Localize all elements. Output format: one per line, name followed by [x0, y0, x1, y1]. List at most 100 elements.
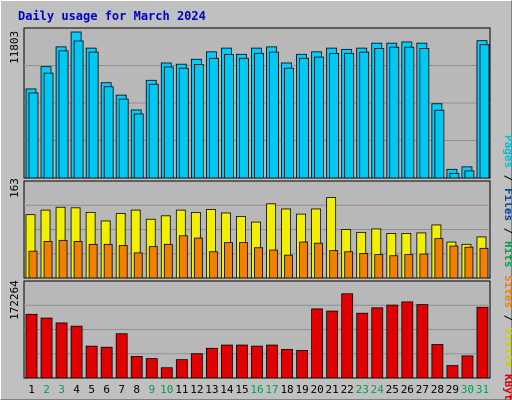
x-tick-label: 27	[416, 383, 429, 396]
sites-bar	[208, 251, 218, 279]
sites-bar	[269, 249, 278, 279]
legend-visits: Visits	[502, 328, 512, 368]
files-bar	[359, 51, 370, 179]
sites-bar	[464, 246, 474, 279]
sites-bar	[28, 250, 38, 279]
legend-top: Pages / Files / Hits	[502, 135, 512, 268]
kbytes-bar	[416, 304, 429, 379]
kbytes-bar	[326, 310, 339, 379]
sites-bar	[404, 254, 414, 279]
files-bar	[299, 57, 309, 179]
files-bar	[224, 54, 234, 179]
files-bar	[329, 52, 340, 179]
sites-bar	[239, 242, 248, 279]
kbytes-bar	[55, 322, 68, 379]
sites-bar	[329, 250, 339, 279]
kbytes-bar	[160, 367, 173, 379]
files-bar	[389, 46, 400, 179]
sites-bar	[314, 242, 324, 279]
sites-bar	[148, 246, 158, 279]
kbytes-bar	[70, 325, 83, 379]
sites-bar	[58, 239, 68, 279]
x-tick-label: 25	[386, 383, 399, 396]
x-tick-label: 13	[205, 383, 218, 396]
sites-bar	[254, 247, 263, 279]
x-tick-label: 4	[73, 383, 80, 396]
files-bar	[133, 113, 144, 179]
legend-files: Files	[502, 188, 512, 221]
sites-bar	[344, 251, 354, 279]
kbytes-bar	[205, 347, 218, 379]
files-bar	[58, 50, 69, 179]
kbytes-bar	[401, 301, 414, 379]
files-bar	[73, 40, 84, 179]
x-tick-label: 23	[356, 383, 369, 396]
x-tick-label: 20	[311, 383, 324, 396]
x-tick-label: 12	[190, 383, 203, 396]
files-bar	[404, 46, 415, 179]
legend-mid: Sites / Visits	[502, 275, 512, 368]
files-bar	[314, 56, 325, 179]
x-tick-label: 8	[133, 383, 140, 396]
x-tick-label: 30	[461, 383, 474, 396]
bars-layer	[25, 31, 490, 379]
x-axis-labels: 1 2 3 4 5 6 7 8 9 10 11 12 13 14 15 16 17 18 19 20 21 22 23 24 2…	[28, 383, 489, 396]
x-tick-label: 11	[175, 383, 188, 396]
files-bar	[434, 109, 445, 179]
x-tick-label: 9	[148, 383, 155, 396]
sites-bar	[163, 243, 173, 279]
legend-kbytes: KBytes	[502, 374, 512, 400]
sites-bar	[389, 255, 399, 279]
kbytes-bar	[371, 307, 384, 379]
files-bar	[239, 57, 249, 179]
sites-bar	[178, 235, 188, 279]
kbytes-bar	[341, 293, 354, 379]
kbytes-max-label: 172264	[8, 280, 21, 320]
kbytes-bar	[311, 308, 324, 379]
sites-bar	[359, 253, 369, 279]
x-tick-label: 16	[250, 383, 263, 396]
files-bar	[163, 66, 174, 179]
sites-bar	[419, 253, 429, 279]
kbytes-bar	[296, 350, 308, 379]
x-tick-label: 18	[280, 383, 293, 396]
x-tick-label: 3	[58, 383, 65, 396]
files-bar	[88, 51, 99, 179]
x-tick-label: 24	[371, 383, 385, 396]
sites-bar	[434, 238, 444, 279]
x-tick-label: 14	[220, 383, 234, 396]
x-tick-label: 21	[326, 383, 339, 396]
files-bar	[464, 170, 475, 179]
kbytes-bar	[130, 356, 143, 379]
kbytes-bar	[386, 304, 399, 379]
sites-bar	[449, 245, 459, 279]
files-bar	[419, 48, 430, 179]
x-tick-label: 1	[28, 383, 35, 396]
x-tick-label: 10	[160, 383, 173, 396]
sites-bar	[284, 254, 293, 279]
x-tick-label: 17	[265, 383, 278, 396]
x-tick-label: 29	[446, 383, 459, 396]
sites-bar	[73, 241, 83, 279]
files-bar	[148, 83, 159, 179]
files-bar	[103, 86, 114, 179]
x-tick-label: 19	[295, 383, 308, 396]
files-bar	[208, 57, 219, 179]
sites-bar	[374, 254, 384, 279]
files-bar	[178, 67, 189, 179]
sites-bar	[133, 252, 143, 279]
sites-bar	[299, 241, 308, 279]
sites-bar	[479, 247, 489, 279]
files-bar	[374, 48, 385, 179]
kbytes-bar	[40, 317, 53, 379]
files-bar	[479, 44, 490, 179]
files-bar	[28, 92, 39, 179]
x-tick-label: 31	[476, 383, 489, 396]
kbytes-bar	[100, 346, 113, 379]
kbytes-bar	[85, 345, 98, 379]
x-tick-label: 28	[431, 383, 444, 396]
kbytes-bar	[25, 313, 38, 379]
files-bar	[284, 67, 294, 179]
x-tick-label: 6	[103, 383, 110, 396]
